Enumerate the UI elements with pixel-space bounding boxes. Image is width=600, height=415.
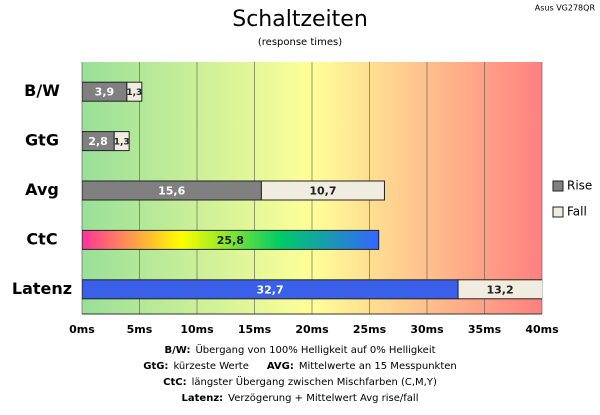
x-tick-label: 5ms <box>127 323 153 336</box>
y-tick-label: GtG <box>25 131 59 150</box>
note-label: Latenz: <box>182 393 224 404</box>
note-text: längster Übergang zwischen Mischfarben (… <box>192 375 437 388</box>
note-label: GtG: <box>143 361 168 372</box>
note-label: AVG: <box>267 361 294 372</box>
value-label: 32,7 <box>256 283 283 296</box>
legend-swatch <box>552 180 564 192</box>
bar <box>113 131 130 152</box>
legend-label: Rise <box>567 179 592 193</box>
subtitle: (response times) <box>258 37 342 48</box>
bar <box>126 81 143 102</box>
x-tick-label: 30ms <box>410 323 444 336</box>
x-tick-label: 15ms <box>238 323 272 336</box>
value-label: 13,2 <box>486 283 513 296</box>
y-tick-label: B/W <box>24 81 60 100</box>
bar <box>82 229 380 250</box>
note-text: kürzeste Werte <box>173 361 248 372</box>
x-tick-label: 0ms <box>69 323 95 336</box>
x-tick-label: 25ms <box>353 323 387 336</box>
note-label: B/W: <box>164 345 190 356</box>
value-label: 15,6 <box>158 185 185 198</box>
x-tick-label: 20ms <box>295 323 329 336</box>
note-text: Mittelwerte an 15 Messpunkten <box>299 361 457 372</box>
y-tick-label: CtC <box>26 229 57 248</box>
note-text: Verzögerung + Mittelwert Avg rise/fall <box>228 393 418 404</box>
note: GtG: kürzeste Werte AVG: Mittelwerte an 15 … <box>143 361 457 372</box>
note-text: Übergang von 100% Helligkeit auf 0% Hell… <box>195 343 435 356</box>
x-tick-label: 40ms <box>525 323 559 336</box>
value-label: 25,8 <box>217 234 244 247</box>
value-label: 1,3 <box>126 88 142 98</box>
bar <box>457 279 542 300</box>
bars <box>82 81 542 300</box>
corner-label: Asus VG278QR <box>535 4 596 13</box>
note: B/W: Übergang von 100% Helligkeit auf 0% … <box>164 343 435 356</box>
value-label: 1,3 <box>114 138 130 148</box>
value-label: 3,9 <box>95 86 115 99</box>
legend-label: Fall <box>567 205 587 219</box>
y-tick-label: Avg <box>25 180 59 199</box>
note: Latenz: Verzögerung + Mittelwert Avg rise… <box>182 393 419 404</box>
value-label: 2,8 <box>88 135 108 148</box>
y-tick-label: Latenz <box>12 279 72 298</box>
value-label: 10,7 <box>309 185 336 198</box>
x-tick-label: 35ms <box>468 323 502 336</box>
note-label: CtC: <box>163 377 186 388</box>
bar <box>260 180 385 201</box>
legend-swatch <box>552 206 564 218</box>
x-tick-label: 10ms <box>180 323 214 336</box>
chart-title: Schaltzeiten <box>232 7 368 32</box>
note: CtC: längster Übergang zwischen Mischfarb… <box>163 375 437 388</box>
